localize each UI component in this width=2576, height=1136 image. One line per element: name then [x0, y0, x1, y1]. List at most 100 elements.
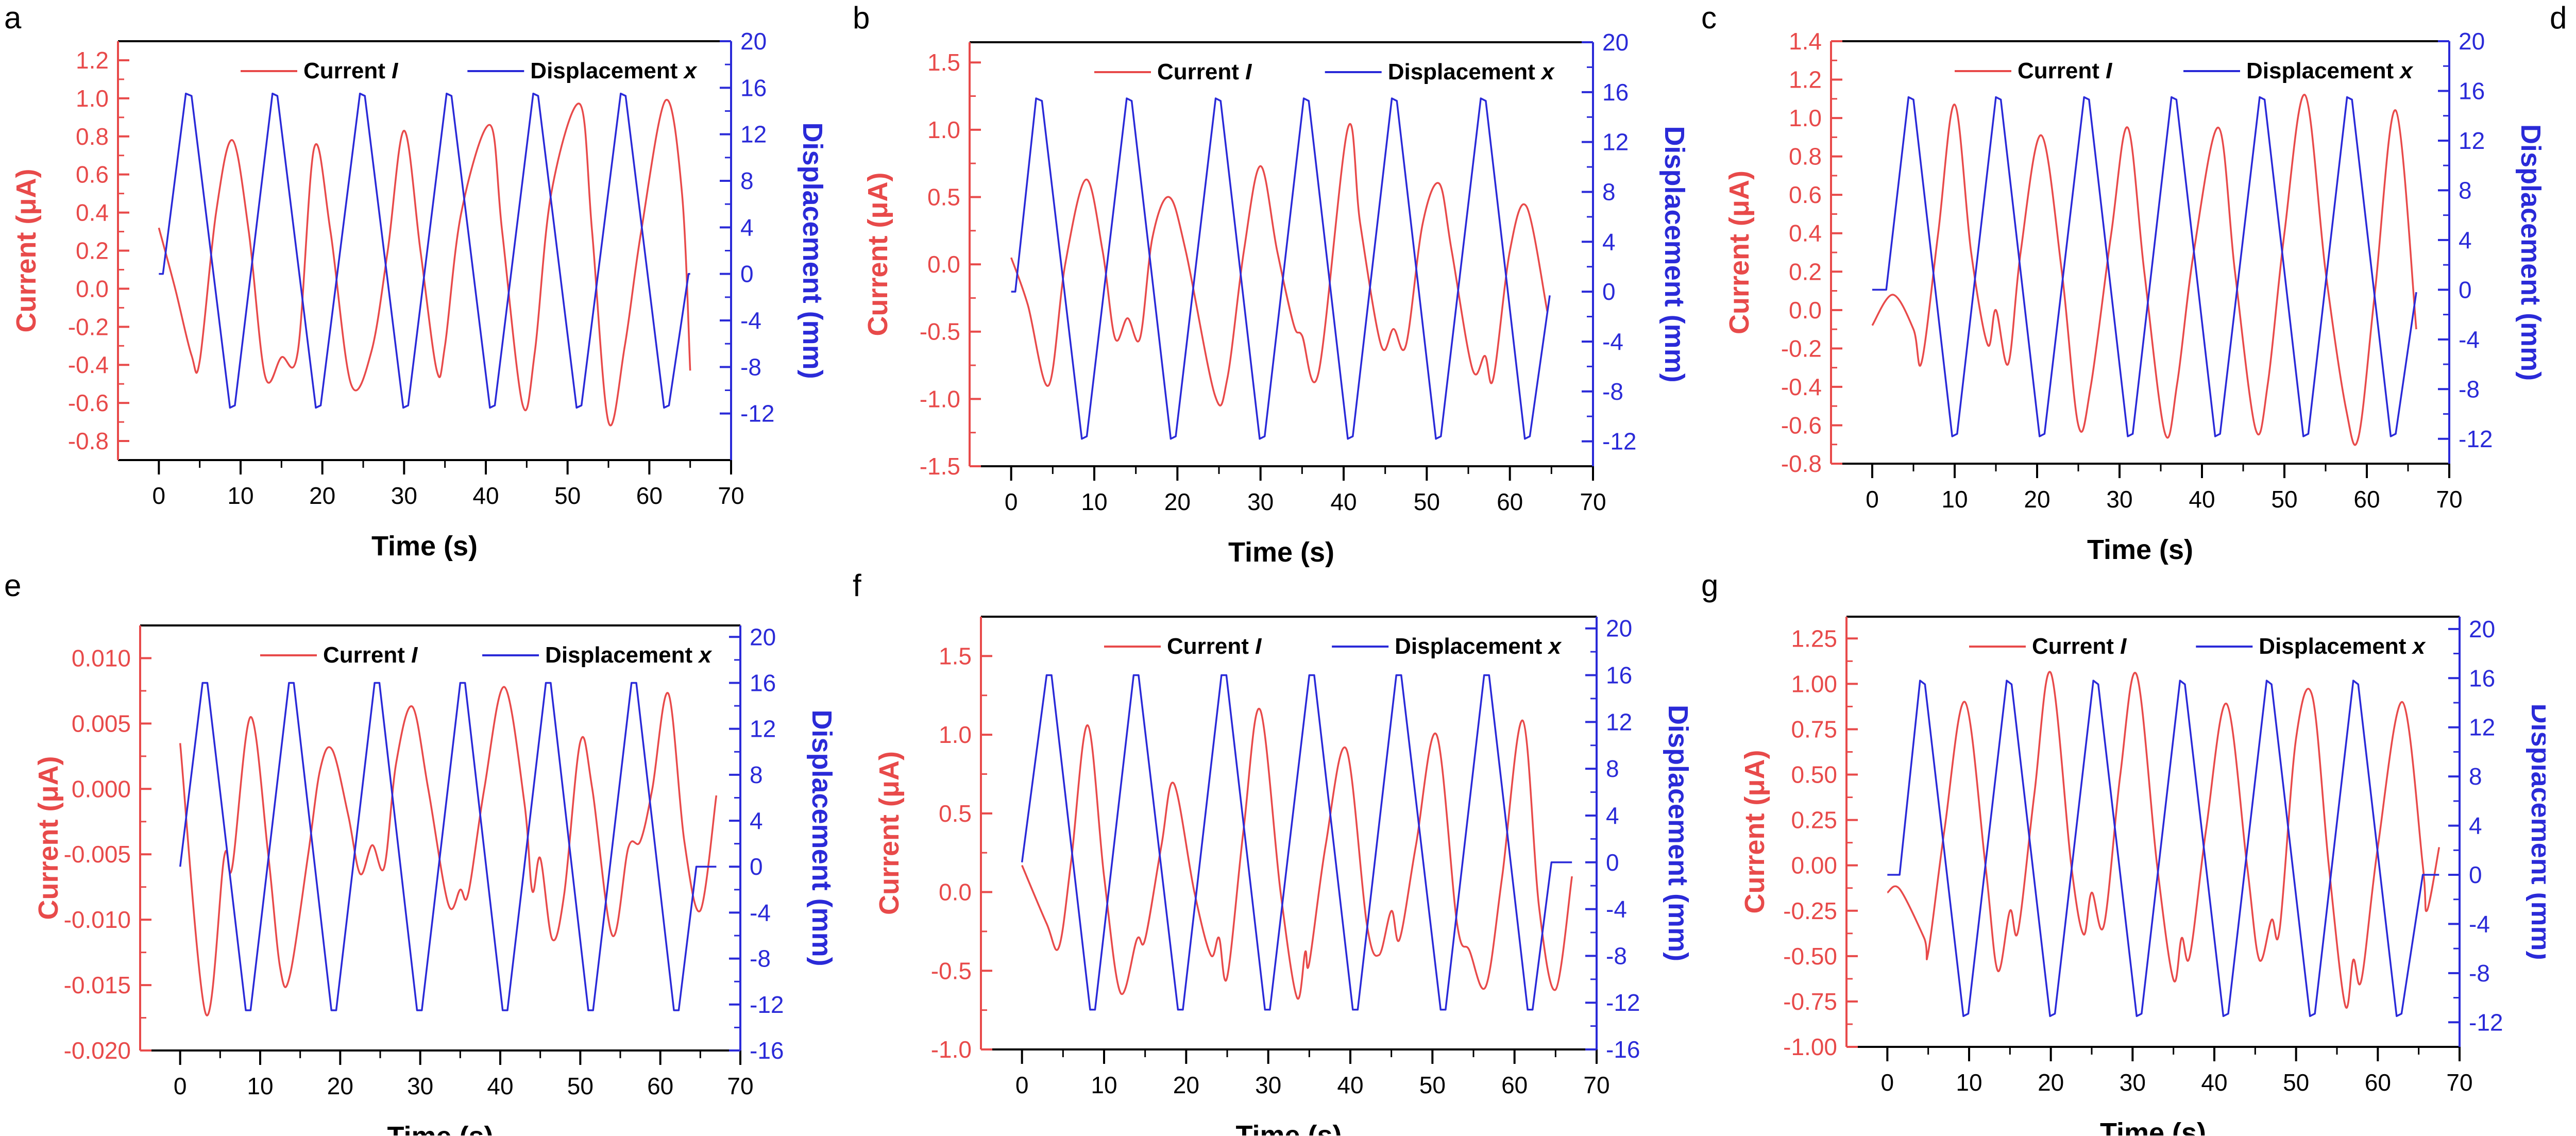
x-tick-label: 30 — [2120, 1069, 2146, 1096]
right-y-tick-label: -12 — [1602, 428, 1636, 455]
x-tick-label: 20 — [1164, 488, 1191, 515]
right-y-axis-title: Displacement (mm) — [797, 122, 828, 379]
displacement-series-line — [179, 682, 717, 1011]
panel-a: a 0 10 20 30 40 50 60 70 Time (s) 1.2 1.0 0.8 0.6 0.4 0… — [0, 0, 849, 568]
x-tick-label: 50 — [567, 1073, 594, 1099]
left-y-tick-label: -0.6 — [68, 389, 109, 416]
x-tick-label: 0 — [1881, 1069, 1894, 1096]
right-y-tick-label: -12 — [2459, 426, 2493, 452]
x-tick-label: 70 — [718, 482, 744, 509]
panel-g: g 0 10 20 30 40 50 60 70 Time (s) 1.25 1.00 0.75 0.50… — [1697, 568, 2546, 1135]
left-y-tick-label: 1.00 — [1791, 670, 1837, 697]
x-tick-label: 0 — [1866, 486, 1879, 513]
x-tick-label: 60 — [1497, 488, 1523, 515]
x-axis-title: Time (s) — [371, 531, 478, 562]
left-y-tick-label: 1.0 — [927, 116, 960, 143]
x-tick-label: 50 — [1419, 1072, 1446, 1098]
right-y-tick-label: 0 — [1602, 278, 1616, 305]
left-y-tick-label: -1.0 — [931, 1036, 972, 1063]
right-y-axis-title: Displacement (mm) — [1659, 126, 1690, 382]
right-y-tick-label: -8 — [1606, 942, 1627, 969]
left-y-axis-title: Current (μA) — [11, 168, 42, 332]
panel-b: b 0 10 20 30 40 50 60 70 Time (s) 1.5 1.0 0.5 0.0 -0.5… — [849, 0, 1697, 568]
legend-current-symbol: I — [411, 642, 418, 668]
x-tick-label: 70 — [2436, 486, 2462, 513]
current-series-line — [158, 98, 691, 427]
x-tick-label: 10 — [1941, 486, 1968, 513]
x-tick-label: 60 — [1501, 1072, 1528, 1098]
right-y-tick-label: 16 — [1606, 662, 1632, 689]
right-y-tick-label: 20 — [2469, 616, 2495, 642]
right-y-tick-label: 4 — [2469, 812, 2482, 839]
x-tick-label: 70 — [1580, 488, 1606, 515]
left-y-tick-label: 0.0 — [939, 879, 972, 906]
right-y-tick-label: 12 — [750, 716, 776, 742]
panel-d: d-1001020304050607080Time (s)50-5-10-15-… — [2546, 0, 2576, 568]
current-series-line — [179, 686, 718, 1016]
x-tick-label: 70 — [1583, 1072, 1609, 1098]
legend-displacement-label: Displacement x — [530, 58, 697, 83]
left-y-tick-label: 0.8 — [76, 123, 109, 150]
left-y-tick-label: 0.2 — [76, 238, 109, 264]
left-y-tick-label: 0.25 — [1791, 807, 1837, 834]
legend-displacement-text: Displacement — [2246, 58, 2400, 83]
x-tick-label: 50 — [2271, 486, 2297, 513]
legend-current-label: Current I — [1157, 59, 1252, 84]
left-y-tick-label: 0.4 — [1789, 220, 1822, 247]
legend-displacement-text: Displacement — [2259, 634, 2412, 659]
left-y-tick-label: 0.000 — [72, 775, 131, 802]
right-y-tick-label: -16 — [1606, 1036, 1640, 1063]
right-y-tick-label: 20 — [2459, 28, 2485, 55]
right-y-tick-label: 0 — [2469, 861, 2482, 888]
legend-current-symbol: I — [2120, 634, 2127, 659]
legend-displacement-label: Displacement x — [1388, 59, 1555, 84]
x-tick-label: 30 — [2106, 486, 2132, 513]
right-y-tick-label: 12 — [2459, 127, 2485, 154]
left-y-tick-label: 0.0 — [1789, 297, 1822, 324]
left-y-tick-label: -1.5 — [920, 453, 960, 480]
x-tick-label: 0 — [174, 1073, 187, 1099]
right-y-tick-label: 0 — [740, 261, 754, 287]
right-y-tick-label: 12 — [740, 121, 767, 148]
left-y-tick-label: 0.005 — [72, 710, 131, 737]
right-y-tick-label: 0 — [1606, 849, 1619, 876]
right-y-tick-label: -4 — [2469, 910, 2490, 937]
x-tick-label: 30 — [1247, 488, 1274, 515]
right-y-axis-title: Displacement (mm) — [2526, 703, 2546, 960]
displacement-series-line — [1872, 96, 2417, 437]
right-y-tick-label: 16 — [1602, 79, 1629, 106]
left-y-axis-title: Current (μA) — [862, 172, 893, 336]
legend-displacement-label: Displacement x — [1395, 634, 1562, 659]
legend-current-text: Current — [303, 58, 392, 83]
x-tick-label: 20 — [2024, 486, 2050, 513]
left-y-tick-label: -0.2 — [1781, 335, 1822, 362]
displacement-series-line — [1021, 674, 1572, 1011]
x-tick-label: 20 — [2038, 1069, 2064, 1096]
right-y-tick-label: -16 — [750, 1037, 784, 1064]
x-axis-title: Time (s) — [1235, 1120, 1342, 1135]
right-y-tick-label: 12 — [1606, 708, 1632, 735]
left-y-tick-label: -0.005 — [64, 841, 131, 868]
right-y-tick-label: -12 — [750, 991, 784, 1018]
right-y-tick-label: 20 — [1606, 615, 1632, 642]
left-y-tick-label: 0.50 — [1791, 761, 1837, 788]
right-y-tick-label: 8 — [750, 761, 763, 788]
right-y-tick-label: 4 — [740, 214, 754, 241]
legend-displacement-text: Displacement — [1395, 634, 1548, 659]
current-series-line — [1887, 671, 2441, 1009]
left-y-tick-label: -0.4 — [68, 351, 109, 378]
legend-displacement-symbol: x — [2399, 58, 2413, 83]
panel-letter: a — [4, 1, 22, 35]
panel-letter: f — [853, 568, 861, 603]
x-tick-label: 10 — [1081, 488, 1107, 515]
left-y-tick-label: 0.6 — [1789, 181, 1822, 208]
legend-displacement-symbol: x — [1540, 59, 1555, 84]
chart-e: e010203040506070Time (s)0.0100.0050.000-… — [4, 568, 837, 1135]
x-tick-label: 10 — [1956, 1069, 1982, 1096]
right-y-tick-label: 16 — [750, 669, 776, 696]
x-axis-title: Time (s) — [2087, 534, 2193, 565]
right-y-tick-label: 0 — [750, 853, 763, 880]
